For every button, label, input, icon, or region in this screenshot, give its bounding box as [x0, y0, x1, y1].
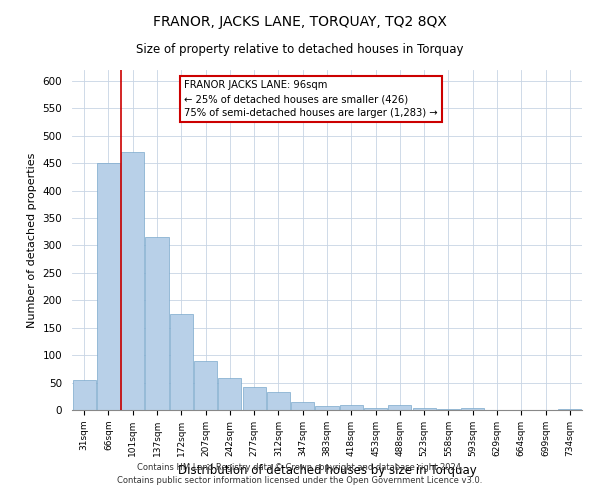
Bar	[461, 408, 484, 410]
X-axis label: Distribution of detached houses by size in Torquay: Distribution of detached houses by size …	[178, 464, 476, 477]
Bar	[194, 360, 217, 410]
Bar	[340, 404, 363, 410]
Text: Contains HM Land Registry data © Crown copyright and database right 2024.
Contai: Contains HM Land Registry data © Crown c…	[118, 464, 482, 485]
Bar	[145, 238, 169, 410]
Bar	[97, 163, 120, 410]
Bar	[218, 378, 241, 410]
Bar	[413, 408, 436, 410]
Text: FRANOR JACKS LANE: 96sqm
← 25% of detached houses are smaller (426)
75% of semi-: FRANOR JACKS LANE: 96sqm ← 25% of detach…	[184, 80, 438, 118]
Text: FRANOR, JACKS LANE, TORQUAY, TQ2 8QX: FRANOR, JACKS LANE, TORQUAY, TQ2 8QX	[153, 15, 447, 29]
Bar	[267, 392, 290, 410]
Bar	[242, 387, 266, 410]
Bar	[388, 404, 412, 410]
Bar	[364, 408, 387, 410]
Bar	[121, 152, 144, 410]
Bar	[170, 314, 193, 410]
Bar	[73, 380, 95, 410]
Bar	[559, 409, 581, 410]
Text: Size of property relative to detached houses in Torquay: Size of property relative to detached ho…	[136, 42, 464, 56]
Y-axis label: Number of detached properties: Number of detached properties	[27, 152, 37, 328]
Bar	[291, 402, 314, 410]
Bar	[316, 406, 338, 410]
Bar	[437, 409, 460, 410]
